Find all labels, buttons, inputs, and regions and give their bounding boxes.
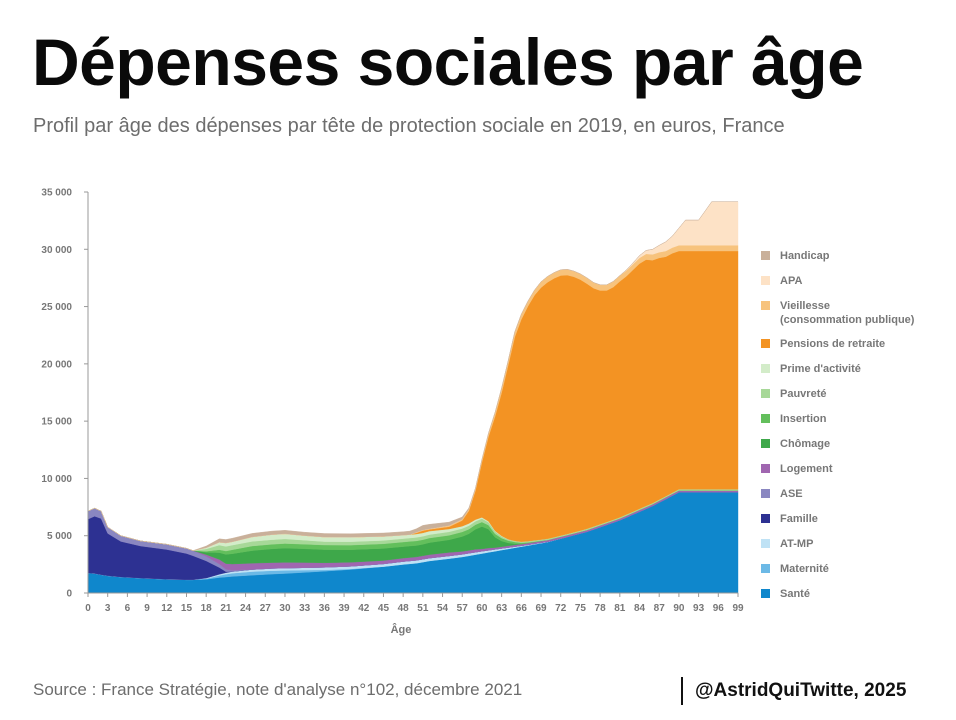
x-tick-label: 42	[358, 603, 370, 614]
x-tick-label: 51	[417, 603, 429, 614]
x-tick-label: 21	[220, 603, 232, 614]
legend-item-ase: ASE	[761, 488, 803, 500]
legend-item-pensions-de-retraite: Pensions de retraite	[761, 338, 885, 350]
x-tick-label: 39	[338, 603, 350, 614]
legend-swatch	[761, 464, 770, 473]
y-tick-label: 25 000	[41, 302, 72, 313]
legend-swatch	[761, 276, 770, 285]
x-tick-label: 45	[378, 603, 390, 614]
legend-item-chomage: Chômage	[761, 438, 830, 450]
x-tick-label: 69	[535, 603, 547, 614]
legend-item-vieillesse-consommation-publique: Vieillesse (consommation publique)	[761, 300, 915, 326]
legend-label: Handicap	[780, 250, 830, 262]
legend-swatch	[761, 489, 770, 498]
x-tick-label: 48	[398, 603, 410, 614]
legend-swatch	[761, 364, 770, 373]
x-tick-label: 36	[319, 603, 331, 614]
y-tick-label: 10 000	[41, 474, 72, 485]
x-axis-title: Âge	[391, 623, 412, 636]
legend-label: Maternité	[780, 563, 829, 575]
chart-legend: Handicap APA Vieillesse (consommation publi…	[761, 250, 915, 600]
x-tick-label: 84	[634, 603, 646, 614]
credit-divider	[681, 677, 683, 705]
x-tick-label: 30	[279, 603, 291, 614]
legend-swatch	[761, 589, 770, 598]
x-tick-label: 12	[161, 603, 173, 614]
legend-swatch	[761, 414, 770, 423]
legend-item-sante: Santé	[761, 588, 810, 600]
x-tick-label: 63	[496, 603, 508, 614]
x-tick-label: 90	[673, 603, 685, 614]
x-tick-label: 93	[693, 603, 705, 614]
legend-item-prime-d-activite: Prime d'activité	[761, 363, 861, 375]
legend-item-apa: APA	[761, 275, 802, 287]
legend-swatch	[761, 389, 770, 398]
legend-swatch	[761, 339, 770, 348]
legend-swatch	[761, 539, 770, 548]
x-tick-label: 60	[476, 603, 488, 614]
legend-item-maternite: Maternité	[761, 563, 829, 575]
legend-label: Pauvreté	[780, 388, 826, 400]
x-tick-label: 18	[201, 603, 213, 614]
page-title: Dépenses sociales par âge	[32, 25, 864, 99]
legend-label: Pensions de retraite	[780, 338, 885, 350]
legend-label: Prime d'activité	[780, 363, 861, 375]
legend-item-handicap: Handicap	[761, 250, 830, 262]
y-tick-label: 5 000	[47, 531, 72, 542]
legend-label: Famille	[780, 513, 818, 525]
legend-label: Chômage	[780, 438, 830, 450]
x-tick-label: 9	[144, 603, 150, 614]
legend-item-pauvrete: Pauvreté	[761, 388, 826, 400]
x-tick-label: 3	[105, 603, 111, 614]
legend-label: (consommation publique)	[780, 314, 915, 326]
y-tick-label: 35 000	[41, 188, 72, 199]
y-tick-label: 15 000	[41, 417, 72, 428]
x-tick-label: 0	[85, 603, 91, 614]
legend-swatch	[761, 514, 770, 523]
y-tick-label: 20 000	[41, 359, 72, 370]
x-tick-label: 87	[654, 603, 666, 614]
x-tick-label: 24	[240, 603, 252, 614]
x-tick-label: 66	[516, 603, 528, 614]
legend-label: Santé	[780, 588, 810, 600]
x-tick-label: 81	[614, 603, 626, 614]
legend-item-famille: Famille	[761, 513, 818, 525]
x-tick-label: 6	[125, 603, 131, 614]
legend-label: Logement	[780, 463, 833, 475]
x-tick-label: 75	[575, 603, 587, 614]
stacked-area-chart: 0 5 000 10 000 15 000 20 000 25 000 30 000 35 0…	[41, 188, 915, 637]
x-tick-label: 78	[595, 603, 607, 614]
x-tick-label: 27	[260, 603, 272, 614]
x-tick-label: 33	[299, 603, 311, 614]
legend-item-logement: Logement	[761, 463, 833, 475]
area-layers	[87, 201, 739, 594]
x-tick-label: 57	[457, 603, 469, 614]
x-tick-label: 72	[555, 603, 567, 614]
legend-label: APA	[780, 275, 802, 287]
legend-item-insertion: Insertion	[761, 413, 827, 425]
legend-label: Vieillesse	[780, 300, 830, 312]
x-tick-label: 54	[437, 603, 449, 614]
legend-swatch	[761, 251, 770, 260]
legend-label: ASE	[780, 488, 803, 500]
legend-swatch	[761, 301, 770, 310]
y-tick-label: 30 000	[41, 245, 72, 256]
legend-swatch	[761, 439, 770, 448]
legend-label: AT-MP	[780, 538, 813, 550]
source-note: Source : France Stratégie, note d'analys…	[33, 680, 523, 699]
page-subtitle: Profil par âge des dépenses par tête de …	[33, 115, 785, 137]
legend-label: Insertion	[780, 413, 827, 425]
author-credit: @AstridQuiTwitte, 2025	[695, 680, 907, 701]
legend-swatch	[761, 564, 770, 573]
y-tick-label: 0	[66, 589, 72, 600]
area-handicap	[87, 201, 738, 551]
x-tick-label: 15	[181, 603, 193, 614]
area-pensions-de-retraite	[87, 250, 739, 551]
legend-item-at-mp: AT-MP	[761, 538, 813, 550]
x-tick-label: 96	[713, 603, 725, 614]
chart-axes: 0 5 000 10 000 15 000 20 000 25 000 30 000 35 0…	[41, 188, 744, 637]
x-tick-label: 99	[732, 603, 744, 614]
